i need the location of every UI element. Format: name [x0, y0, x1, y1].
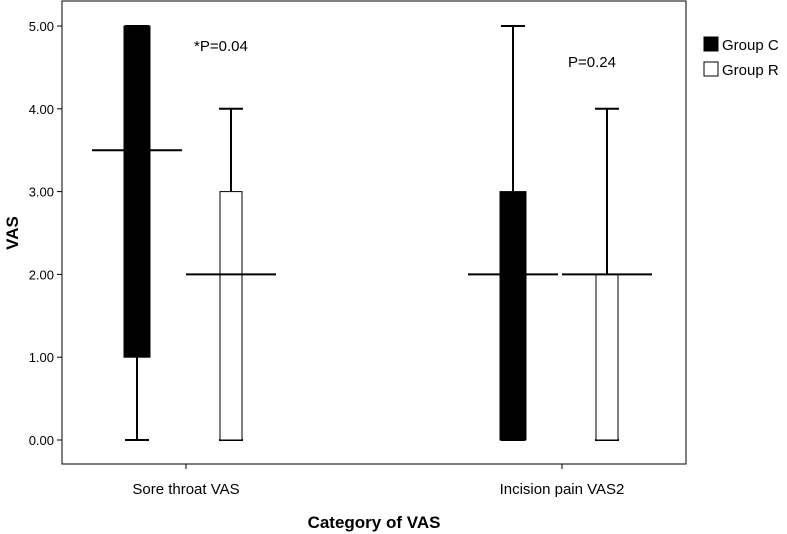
boxes-layer: [92, 25, 652, 441]
box-1-0: [186, 107, 276, 441]
y-tick-label: 5.00: [29, 19, 54, 34]
legend-swatch: [703, 36, 719, 52]
x-axis-title: Category of VAS: [308, 513, 441, 532]
annotations-layer: *P=0.04 P=0.24: [194, 38, 616, 71]
y-tick-label: 3.00: [29, 185, 54, 200]
legend-swatch: [703, 61, 719, 77]
box-0-1: [468, 25, 558, 441]
legend-label: Group C: [722, 37, 779, 54]
box-body: [499, 191, 527, 441]
p-value-annotation: *P=0.04: [194, 38, 248, 55]
x-axis: Sore throat VAS Incision pain VAS2: [132, 464, 624, 498]
y-tick-label: 1.00: [29, 350, 54, 365]
legend: Group C Group R: [703, 36, 779, 79]
box-body: [219, 191, 243, 441]
plot-frame: [61, 0, 687, 465]
y-tick-label: 2.00: [29, 267, 54, 282]
x-tick-label: Incision pain VAS2: [500, 481, 625, 498]
box-1-1: [562, 107, 652, 441]
legend-label: Group R: [722, 62, 779, 79]
box-0-0: [92, 25, 182, 441]
y-tick-label: 4.00: [29, 102, 54, 117]
box-body: [123, 25, 151, 358]
box-body: [595, 273, 619, 441]
y-axis: 0.00 1.00 2.00 3.00 4.00 5.00: [29, 19, 62, 448]
y-axis-title: VAS: [3, 216, 22, 250]
y-tick-label: 0.00: [29, 433, 54, 448]
x-tick-label: Sore throat VAS: [132, 481, 239, 498]
p-value-annotation: P=0.24: [568, 54, 616, 71]
